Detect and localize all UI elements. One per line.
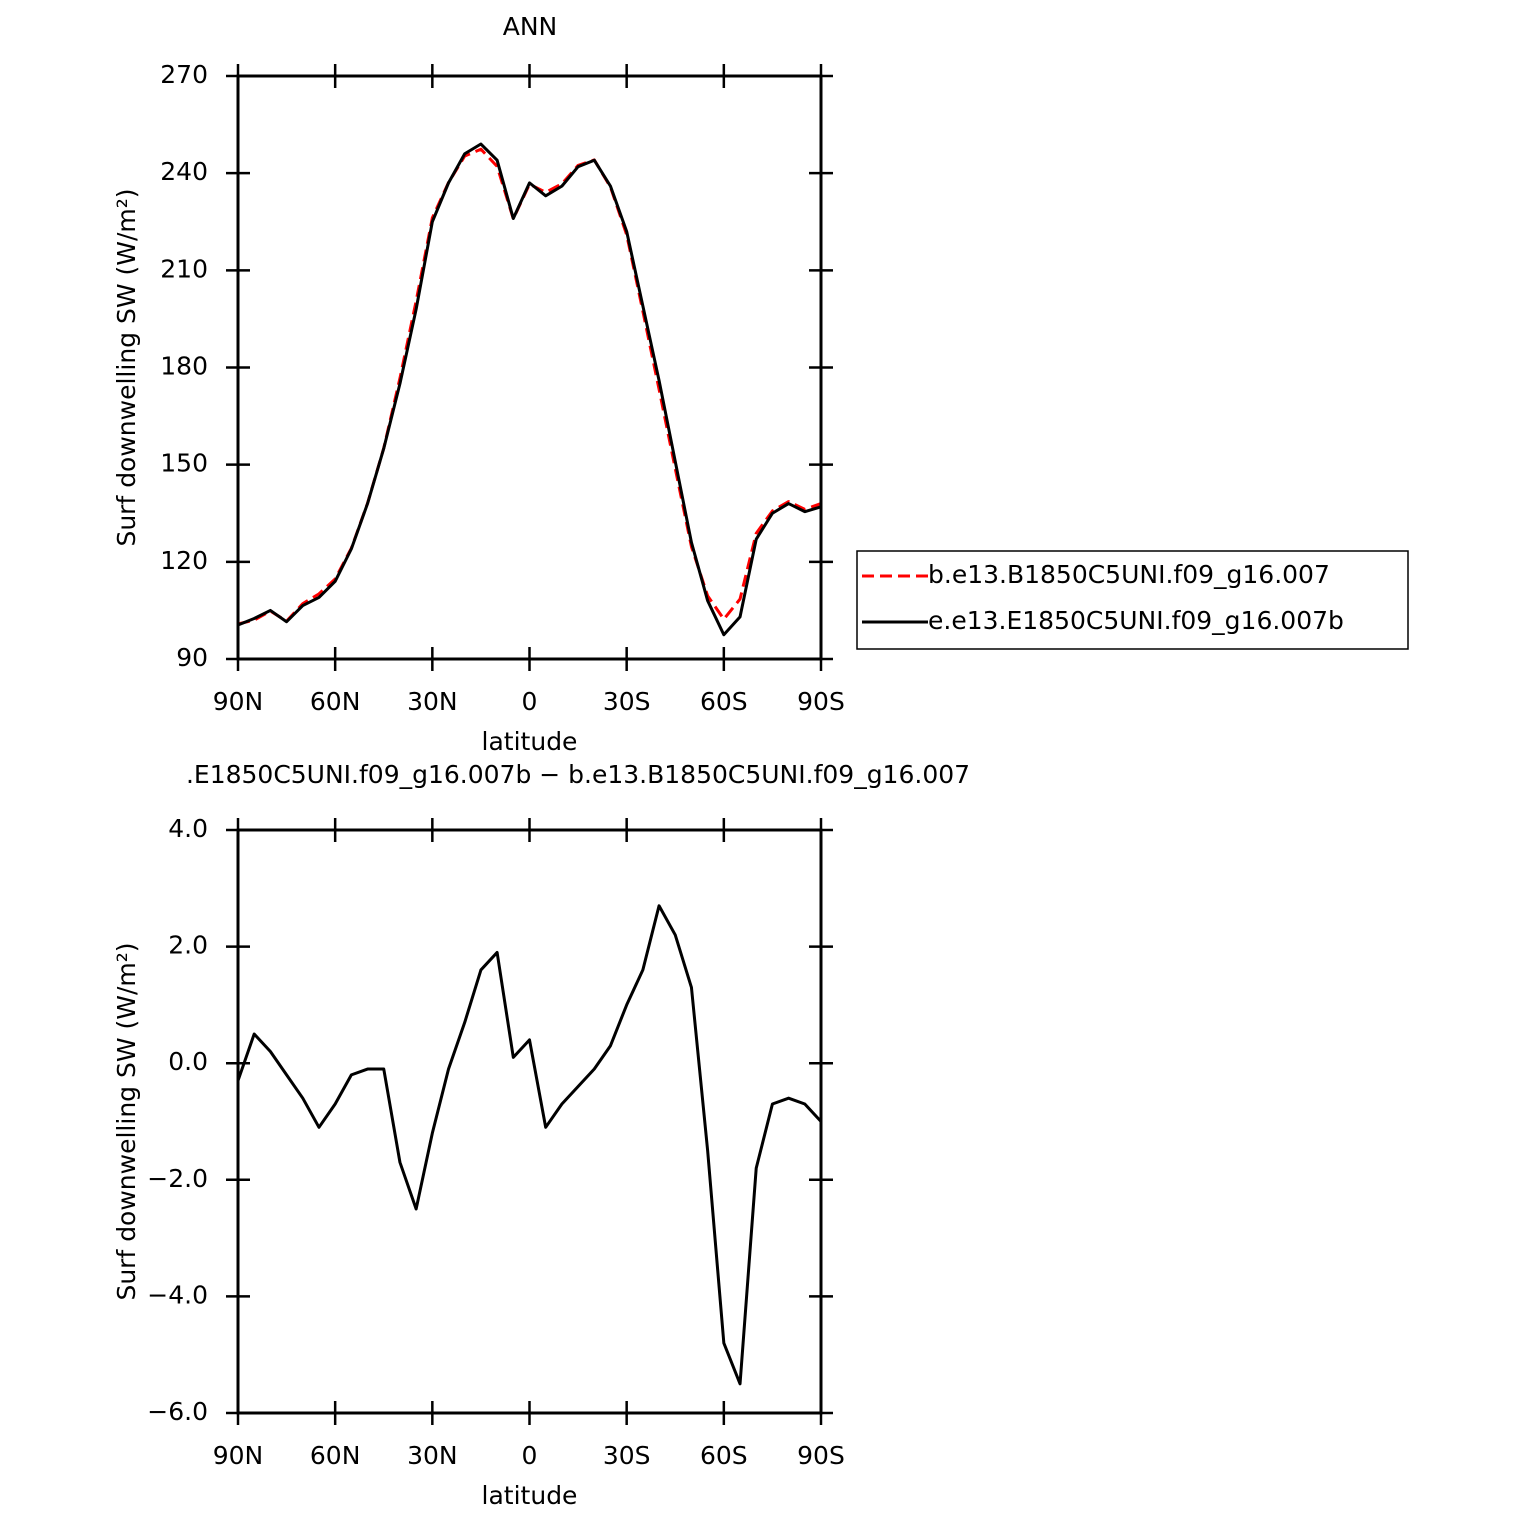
legend: b.e13.B1850C5UNI.f09_g16.007 e.e13.E1850C… — [856, 550, 1409, 650]
x-tick-label: 30S — [603, 687, 651, 716]
y-tick-label: 4.0 — [168, 814, 208, 843]
x-tick-label: 0 — [522, 1441, 538, 1470]
y-axis-label: Surf downwelling SW (W/m²) — [112, 188, 141, 546]
x-tick-label: 30N — [407, 687, 458, 716]
legend-label: b.e13.B1850C5UNI.f09_g16.007 — [928, 560, 1330, 589]
y-tick-label: 240 — [160, 157, 208, 186]
x-axis-label: latitude — [482, 727, 578, 756]
plot-frame — [236, 828, 823, 1415]
legend-label: e.e13.E1850C5UNI.f09_g16.007b — [928, 606, 1344, 635]
y-tick-label: −2.0 — [147, 1164, 208, 1193]
chart-title: .E1850C5UNI.f09_g16.007b − b.e13.B1850C5… — [186, 760, 970, 789]
y-tick-label: 0.0 — [168, 1047, 208, 1076]
x-tick-label: 60S — [700, 1441, 748, 1470]
y-tick-label: 120 — [160, 546, 208, 575]
plot-frame — [236, 74, 823, 661]
legend-box — [856, 550, 1409, 650]
x-tick-label: 60S — [700, 687, 748, 716]
x-axis-label: latitude — [482, 1481, 578, 1510]
x-tick-label: 90S — [797, 1441, 845, 1470]
data-line — [237, 147, 822, 626]
x-tick-label: 60N — [310, 1441, 361, 1470]
data-line — [236, 904, 823, 1386]
x-tick-label: 30S — [603, 1441, 651, 1470]
x-tick-label: 90S — [797, 687, 845, 716]
y-axis-label: Surf downwelling SW (W/m²) — [112, 942, 141, 1300]
y-tick-label: 150 — [160, 449, 208, 478]
x-tick-label: 30N — [407, 1441, 458, 1470]
x-tick-label: 60N — [310, 687, 361, 716]
y-tick-label: −6.0 — [147, 1397, 208, 1426]
x-tick-label: 90N — [213, 1441, 264, 1470]
y-tick-label: −4.0 — [147, 1280, 208, 1309]
y-tick-label: 180 — [160, 352, 208, 381]
x-tick-label: 90N — [213, 687, 264, 716]
y-tick-label: 210 — [160, 254, 208, 283]
data-line — [237, 142, 822, 637]
y-tick-label: 2.0 — [168, 931, 208, 960]
x-tick-label: 0 — [522, 687, 538, 716]
y-tick-label: 270 — [160, 60, 208, 89]
chart-title: ANN — [503, 12, 558, 41]
y-tick-label: 90 — [176, 643, 208, 672]
